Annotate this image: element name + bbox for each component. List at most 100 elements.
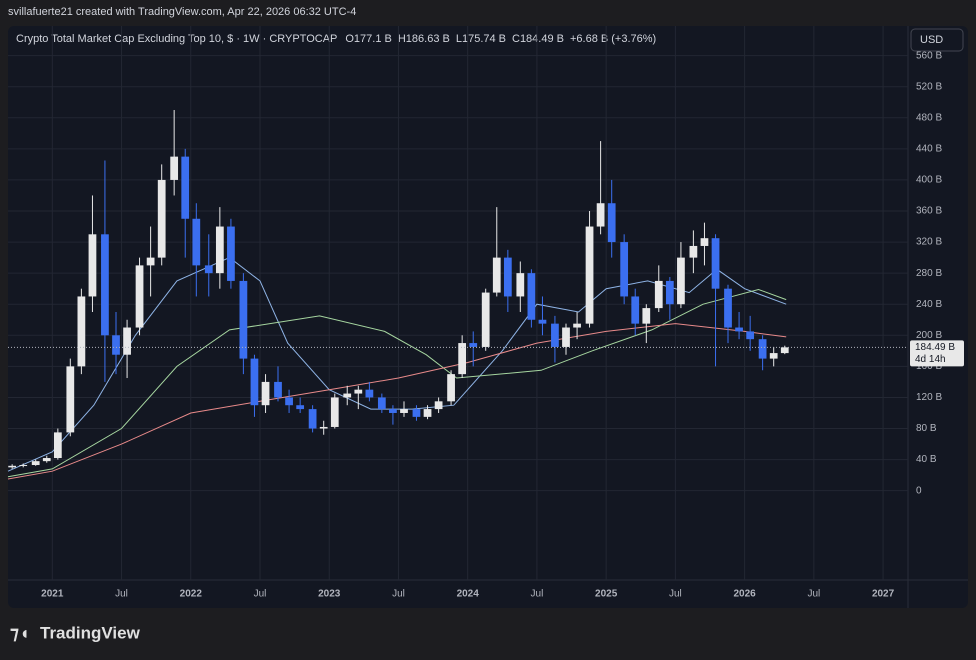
candle-body [711,238,720,289]
x-tick-label: 2026 [733,589,756,600]
candle-body [780,347,789,354]
candle-body [654,280,663,309]
candle-body [689,245,698,258]
candle-body [724,288,732,328]
x-tick-label: Jul [531,589,544,600]
candle-body [285,397,293,406]
candle-body [665,280,674,305]
candle-body [296,405,305,410]
candle-body [458,343,467,375]
logo: ⁊◖ TradingView [10,623,141,643]
y-tick-label: 200 B [916,330,942,341]
candle-body [308,409,317,429]
candle-body [157,179,166,258]
candle-body [365,389,374,398]
candle-body [215,226,224,274]
ohlc-value: H186.63 B [398,33,450,45]
currency[interactable]: USD [920,34,943,46]
candle-body [204,265,213,274]
candle-body [31,461,40,466]
candle-body [620,242,629,297]
x-tick-label: Jul [392,589,405,600]
candle-body [607,203,616,243]
candle-body [274,381,282,398]
candle-body [330,397,339,427]
x-tick-label: 2024 [457,589,480,600]
candle-body [700,238,709,246]
candle-body [77,296,86,367]
ohlc-value: +6.68 B (+3.76%) [570,33,656,45]
candle-body [354,389,363,394]
x-tick-label: 2022 [180,589,203,600]
plot-area [7,26,908,580]
candle-body [481,292,490,347]
candle-body [469,343,478,347]
y-tick-label: 40 B [916,454,937,465]
y-tick-label: 480 B [916,112,942,123]
candle-body [123,327,131,355]
last-price-box [910,340,964,367]
candle-body [400,409,408,413]
candle-body [642,308,651,324]
candle-body [527,273,536,320]
x-tick-label: 2023 [318,589,341,600]
candle-body [503,257,512,297]
ohlc-value: O177.1 B [345,33,391,45]
candle-body [677,257,685,305]
x-tick-label: Jul [669,589,682,600]
candle-body [516,273,525,297]
candle-body [585,226,594,324]
y-tick-label: 80 B [916,423,937,434]
candle-body [538,319,547,324]
x-tick-label: Jul [115,589,128,600]
y-tick-label: 0 [916,485,922,496]
candle-body [146,257,155,266]
brand: TradingView [40,623,141,642]
candle-body [746,331,755,340]
candle-body [101,234,109,336]
candle-body [377,397,386,410]
candle-body [66,366,75,433]
candle-body [758,339,767,359]
y-tick-label: 160 B [916,361,942,372]
candle-body [769,353,778,359]
logo-mark: ⁊◖ [10,623,30,643]
y-tick-label: 400 B [916,175,942,186]
chart-title: Crypto Total Market Cap Excluding Top 10… [16,33,337,45]
ohlc-value: C184.49 B [512,33,564,45]
candle-body [735,327,743,332]
countdown: 4d 14h [915,354,946,365]
moving-average [7,323,787,480]
candle-body [562,327,570,347]
y-tick-label: 320 B [916,237,942,248]
candle-body [53,432,62,459]
candle-body [192,218,201,266]
y-tick-label: 280 B [916,268,942,279]
x-tick-label: Jul [254,589,267,600]
credit: svillafuerte21 created with TradingView.… [8,6,356,18]
last-price-label: 184.49 B [915,342,955,353]
moving-average [7,288,787,478]
currency-button[interactable] [910,28,964,52]
candle-body [8,465,17,468]
candle-body [170,156,179,180]
x-tick-label: Jul [807,589,820,600]
y-tick-label: 520 B [916,81,942,92]
candle-body [631,296,640,324]
candle-body [551,323,559,347]
candle-body [319,426,328,429]
y-tick-label: 120 B [916,392,942,403]
candle-body [573,323,581,328]
x-tick-label: 2027 [872,589,895,600]
y-tick-label: 360 B [916,206,942,217]
candle-body [88,234,97,297]
candle-body [250,358,259,406]
candle-body [343,393,352,398]
y-tick-label: 560 B [916,50,942,61]
x-tick-label: 2021 [41,589,64,600]
candle-body [181,156,190,219]
candle-body [447,374,455,402]
candle-body [19,465,28,467]
